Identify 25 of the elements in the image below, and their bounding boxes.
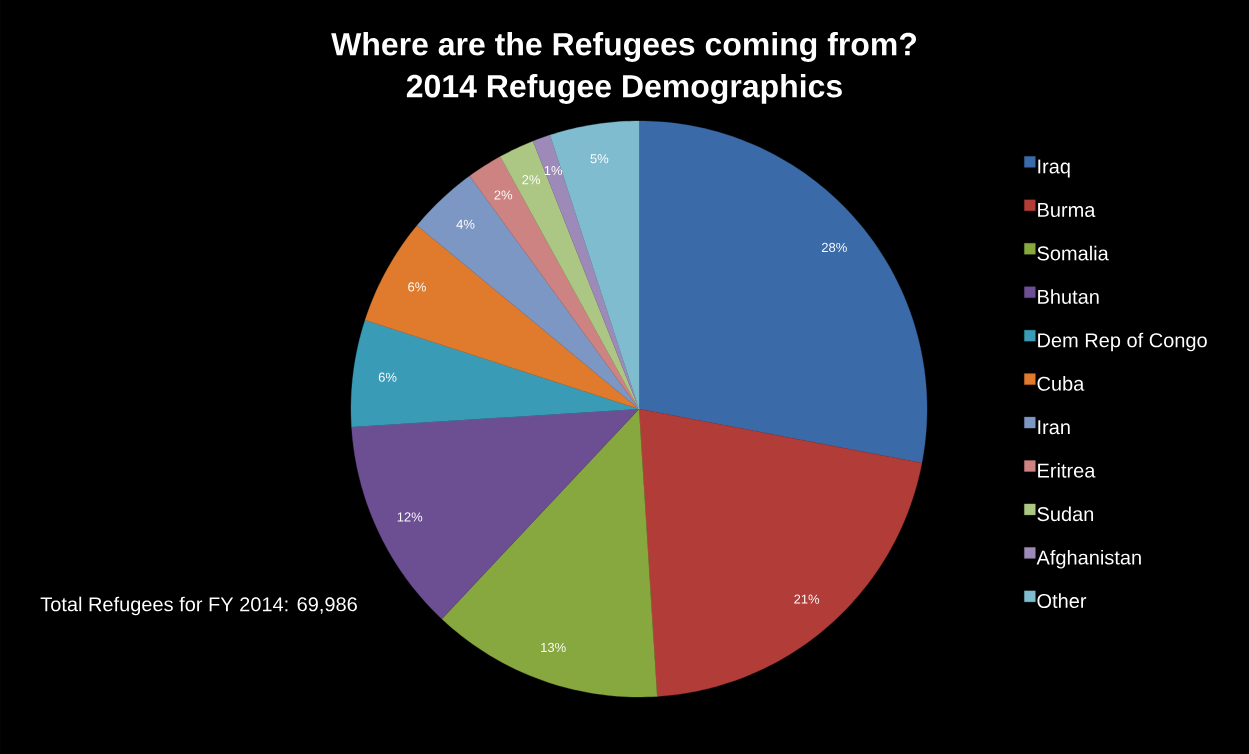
legend-label: Eritrea xyxy=(1038,463,1096,478)
data-label: 1% xyxy=(544,165,563,176)
text: Total Refugees for FY 2014: 69,986 xyxy=(40,596,357,616)
data-label: 28% xyxy=(821,242,847,253)
legend-label: Dem Rep of Congo xyxy=(1038,332,1207,352)
data-label: 4% xyxy=(456,219,475,229)
data-label: 12% xyxy=(397,512,423,522)
legend-label: Somalia xyxy=(1037,245,1109,261)
legend-label: Bhutan xyxy=(1038,289,1099,304)
chart-title: Where are the Refugees coming from? xyxy=(331,32,917,62)
legend-label: Sudan xyxy=(1037,506,1094,522)
data-label: 5% xyxy=(590,154,609,164)
legend-label: Burma xyxy=(1038,203,1096,217)
chart-subtitle: 2014 Refugee Demographics xyxy=(406,74,842,104)
data-label: 13% xyxy=(541,642,566,653)
data-label: 6% xyxy=(378,372,397,382)
data-label: 21% xyxy=(794,594,820,604)
data-label: 2% xyxy=(522,175,541,185)
legend-label: Cuba xyxy=(1037,376,1085,391)
legend-label: Afghanistan xyxy=(1036,549,1141,569)
legend-label: Other xyxy=(1037,593,1087,609)
legend-label: Iraq xyxy=(1038,159,1070,178)
data-label: 2% xyxy=(494,190,513,200)
legend-label: Iran xyxy=(1038,420,1070,435)
data-label: 6% xyxy=(408,282,426,292)
